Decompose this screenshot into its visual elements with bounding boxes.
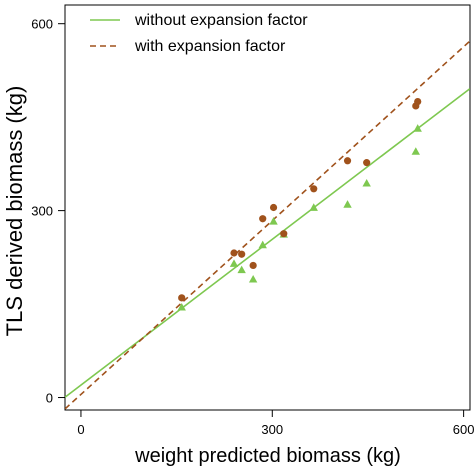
data-point-triangle xyxy=(309,203,318,211)
data-point-triangle xyxy=(413,124,422,132)
data-point-circle xyxy=(280,230,288,238)
data-point-triangle xyxy=(258,240,267,249)
data-point-triangle xyxy=(269,217,278,225)
fit-line-with-expansion xyxy=(65,40,470,410)
data-point-circle xyxy=(249,261,257,270)
x-tick-label: 600 xyxy=(453,422,474,437)
x-axis-label: weight predicted biomass (kg) xyxy=(134,445,401,467)
data-point-triangle xyxy=(229,259,239,267)
y-tick-label: 600 xyxy=(31,17,53,32)
plot-frame xyxy=(64,4,471,411)
data-point-circle xyxy=(363,159,371,167)
data-point-triangle xyxy=(177,302,186,311)
y-tick-label: 300 xyxy=(31,204,53,219)
data-point-circle xyxy=(259,215,267,223)
data-point-triangle xyxy=(248,274,258,283)
y-tick-label: 0 xyxy=(46,391,53,406)
y-axis-label: TLS derived biomass (kg) xyxy=(2,86,27,337)
axes: 0 300 600 0 300 600 xyxy=(31,4,474,437)
x-tick-label: 300 xyxy=(261,422,283,437)
data-point-circle xyxy=(230,249,238,257)
legend-label: with expansion factor xyxy=(134,38,286,55)
data-point-circle xyxy=(269,203,278,212)
data-point-circle xyxy=(414,97,422,106)
data-point-circle xyxy=(238,250,246,258)
data-point-triangle xyxy=(237,265,246,274)
fit-line-without-expansion xyxy=(65,87,470,398)
x-tick-label: 0 xyxy=(77,422,84,437)
data-point-triangle xyxy=(343,200,352,208)
data-point-circle xyxy=(178,294,186,302)
data-point-triangle xyxy=(411,147,420,155)
legend: without expansion factor with expansion f… xyxy=(90,12,308,55)
data-points xyxy=(177,97,422,311)
data-point-triangle xyxy=(362,179,371,187)
fit-lines xyxy=(65,40,470,410)
data-point-circle xyxy=(310,185,318,193)
legend-label: without expansion factor xyxy=(134,12,308,29)
data-point-circle xyxy=(343,157,352,165)
